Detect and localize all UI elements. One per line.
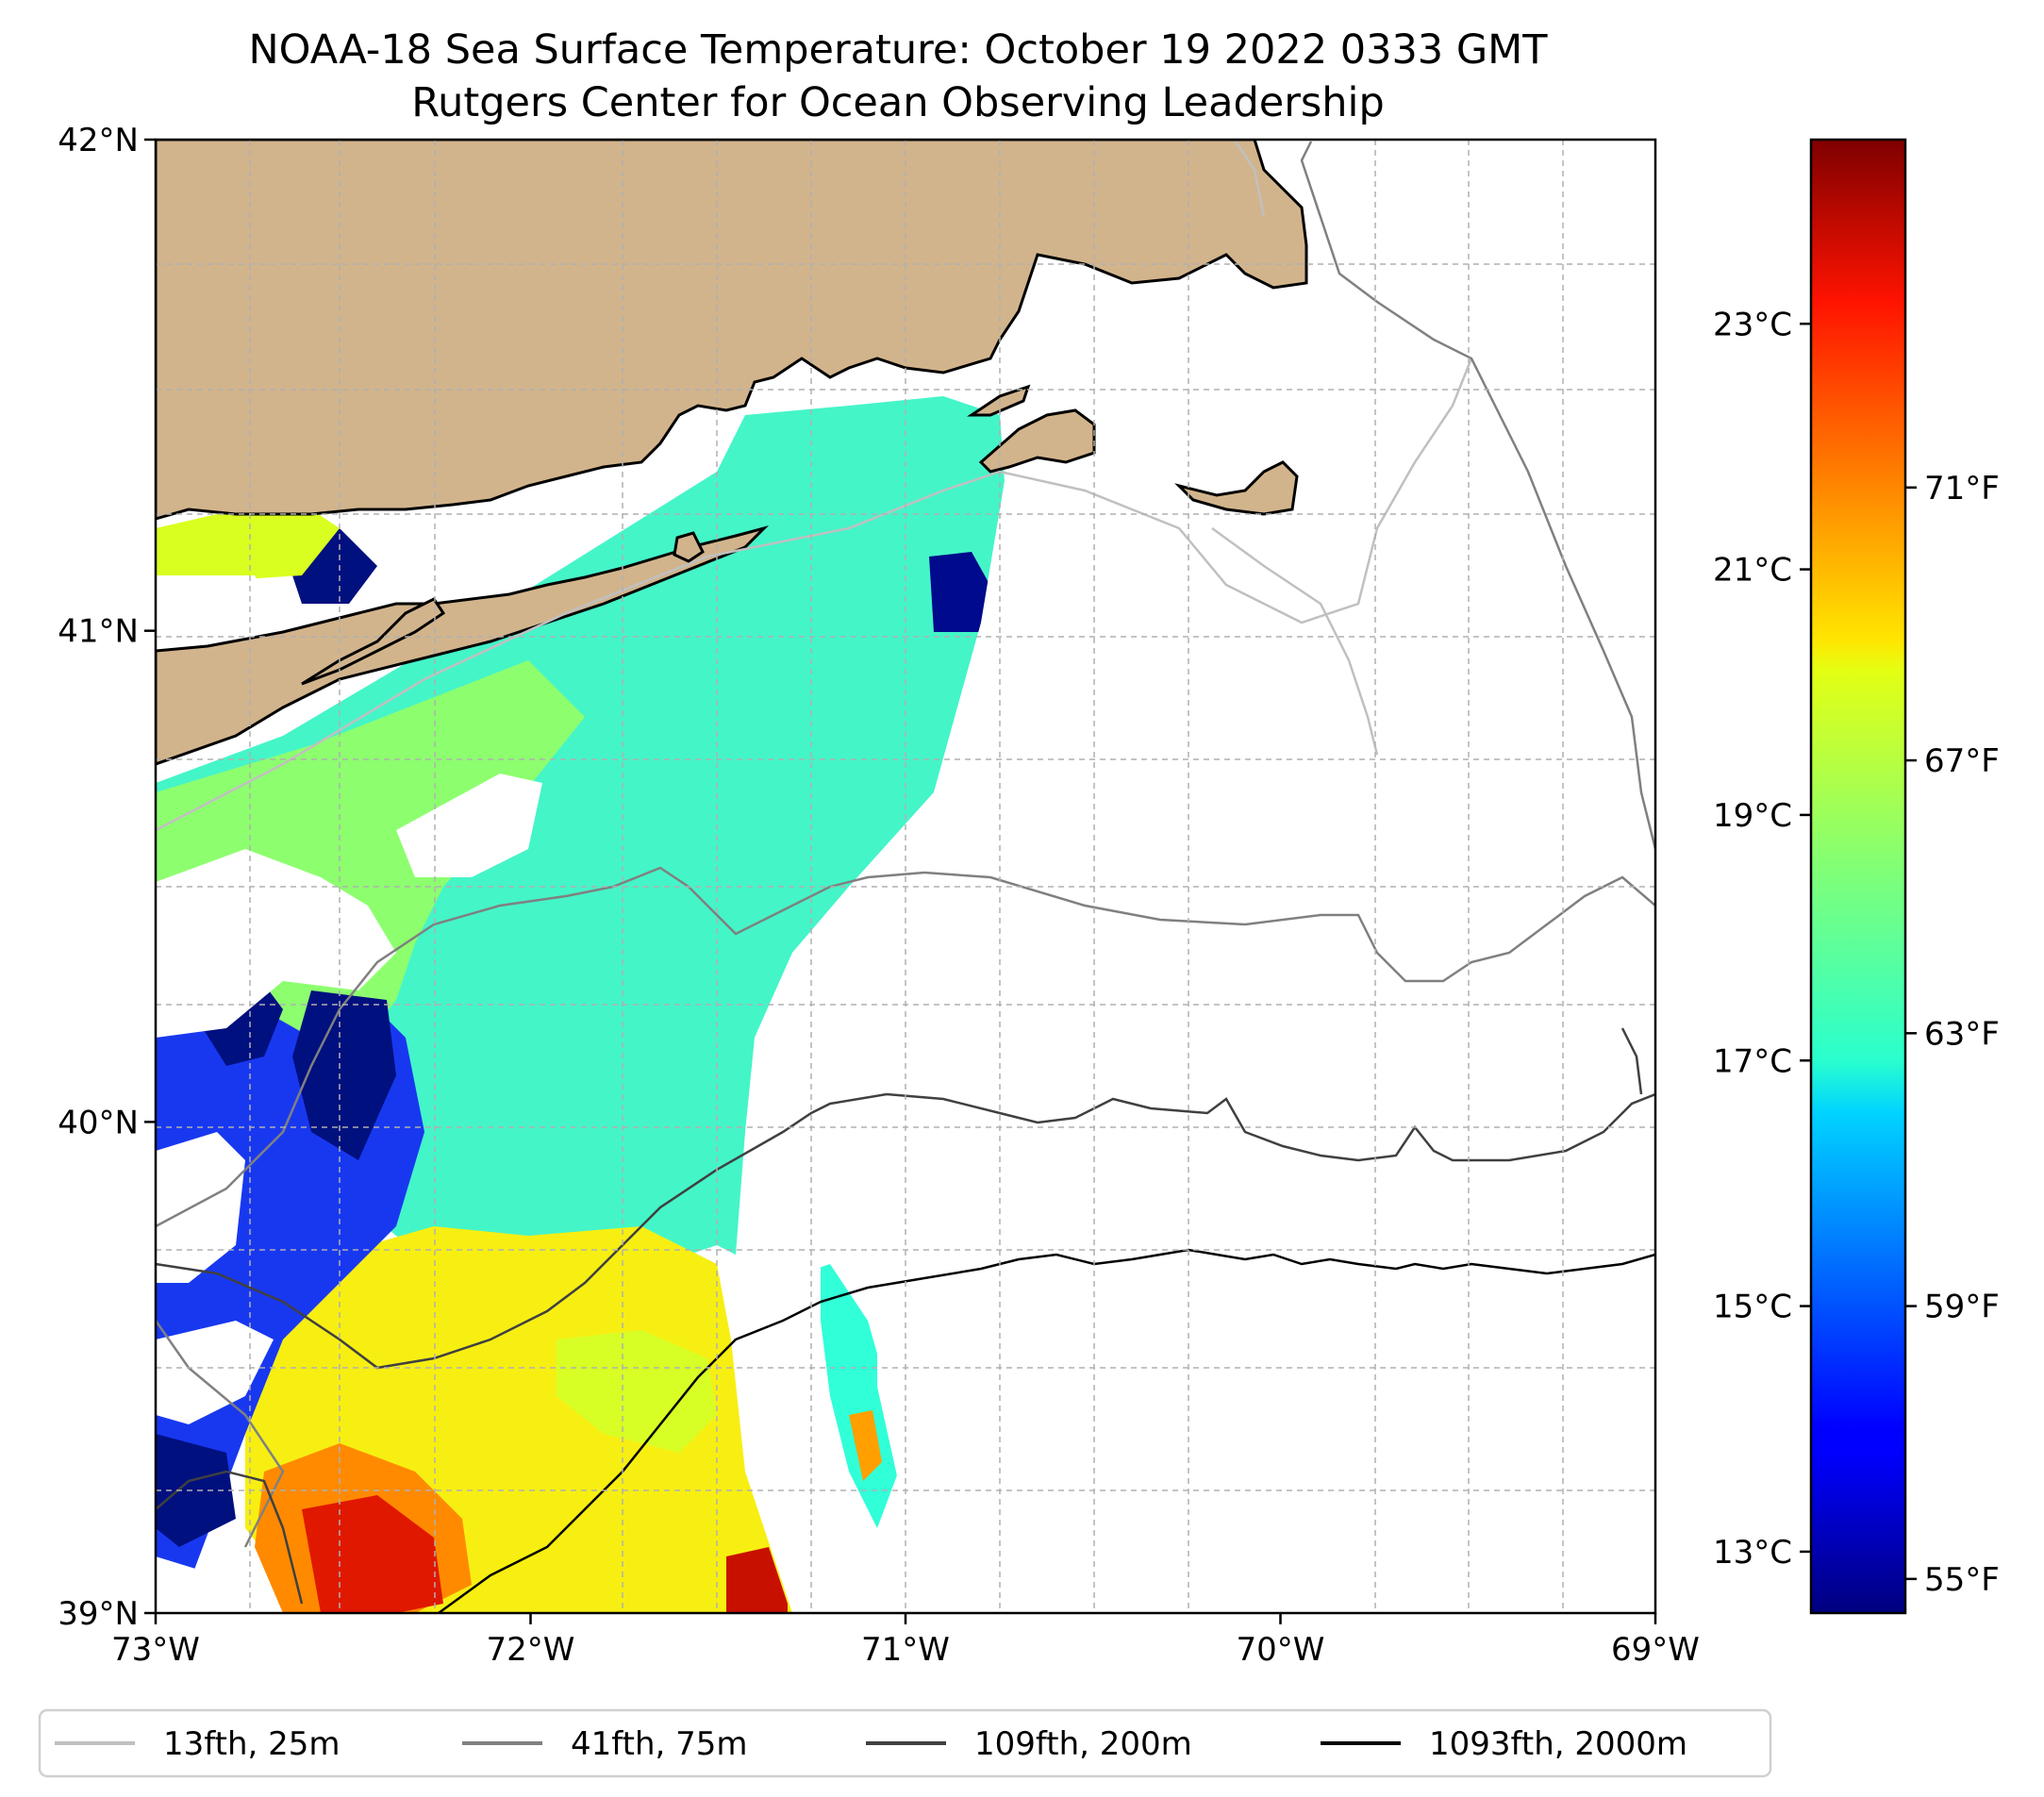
isobath-25m <box>156 141 1473 832</box>
fahrenheit-tick-label: 63°F <box>1924 1015 2000 1053</box>
legend-label: 13fth, 25m <box>163 1725 341 1763</box>
map-title-line2: Rutgers Center for Ocean Observing Leade… <box>411 79 1385 126</box>
land <box>156 140 1308 766</box>
x-tick-label: 70°W <box>1237 1631 1325 1669</box>
celsius-tick-label: 13°C <box>1713 1534 1792 1572</box>
land-long-island <box>156 525 770 766</box>
map-title-line1: NOAA-18 Sea Surface Temperature: October… <box>248 26 1548 74</box>
isobath-legend: 13fth, 25m 41fth, 75m 109fth, 200m 1093fth,… <box>38 1708 1772 1778</box>
fahrenheit-tick-label: 59°F <box>1924 1289 2000 1326</box>
sst-east-strip-orange <box>849 1410 882 1481</box>
x-tick-label: 73°W <box>111 1631 200 1669</box>
y-tick-label: 41°N <box>58 613 139 651</box>
celsius-tick-label: 21°C <box>1713 552 1792 590</box>
map-plot-area <box>156 140 1655 1613</box>
sst-red-patch-east <box>726 1547 788 1613</box>
sst-dark-blue-patches <box>156 528 396 1547</box>
x-tick-label: 72°W <box>487 1631 575 1669</box>
y-tick-label: 42°N <box>58 122 139 159</box>
fahrenheit-tick-label: 71°F <box>1924 470 2000 507</box>
legend-label: 41fth, 75m <box>571 1725 748 1763</box>
celsius-tick-label: 15°C <box>1713 1289 1792 1326</box>
x-axis: 73°W 72°W 71°W 70°W 69°W <box>111 1613 1700 1669</box>
fahrenheit-tick-label: 67°F <box>1924 742 2000 780</box>
no-data-gaps <box>156 140 1655 1613</box>
land-nantucket <box>1174 460 1299 516</box>
colorbar-fahrenheit-axis: 55°F 59°F 63°F 67°F 71°F <box>1905 470 2000 1599</box>
y-tick-label: 40°N <box>58 1104 139 1141</box>
x-tick-label: 71°W <box>861 1631 950 1669</box>
colorbar-celsius-axis: 13°C 15°C 17°C 19°C 21°C 23°C <box>1713 306 1811 1572</box>
isobaths <box>156 141 1655 1613</box>
land-montauk-fork <box>301 597 446 686</box>
isobath-200m <box>156 1027 1655 1605</box>
fahrenheit-tick-label: 55°F <box>1924 1561 2000 1599</box>
land-connecticut-ri-ma <box>156 140 1308 521</box>
celsius-tick-label: 17°C <box>1713 1042 1792 1080</box>
y-tick-label: 39°N <box>58 1595 139 1633</box>
land-block-island <box>673 531 705 563</box>
celsius-tick-label: 19°C <box>1713 797 1792 835</box>
legend-label: 1093fth, 2000m <box>1429 1725 1687 1763</box>
sst-red-patch <box>302 1495 443 1613</box>
isobath-2000m <box>438 1248 1655 1613</box>
x-tick-label: 69°W <box>1611 1631 1700 1669</box>
colorbar <box>1809 138 1907 1615</box>
celsius-tick-label: 23°C <box>1713 306 1792 343</box>
graticule <box>156 140 1655 1613</box>
sst-east-strip <box>821 1245 906 1528</box>
y-axis: 39°N 40°N 41°N 42°N <box>58 122 156 1633</box>
sst-yellow-band-east <box>557 1330 717 1453</box>
legend-label: 109fth, 200m <box>974 1725 1192 1763</box>
sst-lis-yellow <box>156 509 340 585</box>
